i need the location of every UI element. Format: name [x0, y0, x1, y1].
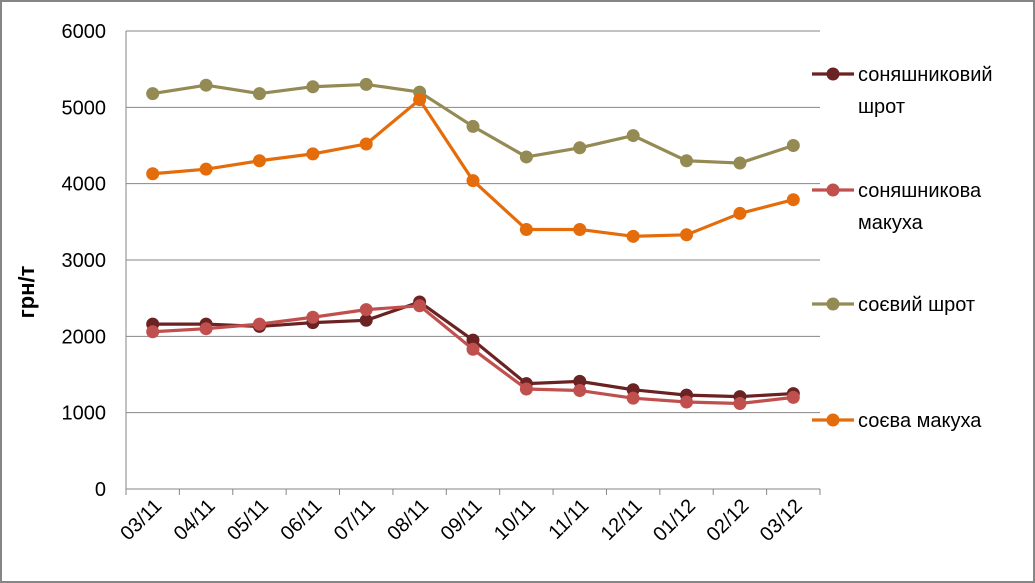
- data-point: [359, 77, 373, 91]
- data-point: [519, 382, 533, 396]
- data-point: [733, 156, 747, 170]
- data-point: [359, 137, 373, 151]
- legend-label: соняшникова: [858, 180, 982, 202]
- data-point: [786, 390, 800, 404]
- y-tick-label: 3000: [62, 250, 107, 272]
- legend-entry-1: соняшниковий шрот: [812, 64, 993, 118]
- data-point: [146, 325, 160, 339]
- y-axis-label: грн/т: [14, 265, 39, 318]
- data-point: [573, 374, 587, 388]
- data-point: [146, 87, 160, 101]
- x-tick-label: 03/11: [116, 495, 166, 545]
- data-point: [519, 150, 533, 164]
- x-tick-label: 12/11: [597, 495, 647, 545]
- data-point: [306, 310, 320, 324]
- legend-swatch-marker: [826, 413, 840, 427]
- data-point: [413, 93, 427, 107]
- legend-label: соєва макуха: [858, 410, 982, 432]
- legend-swatch-marker: [826, 67, 840, 81]
- data-point: [252, 154, 266, 168]
- series-layer: [146, 77, 800, 411]
- data-point: [359, 303, 373, 317]
- data-point: [306, 147, 320, 161]
- data-point: [573, 141, 587, 155]
- x-tick-label: 02/12: [703, 495, 754, 546]
- x-tick-label: 05/11: [223, 495, 273, 545]
- data-point: [199, 162, 213, 176]
- x-tick-label: 08/11: [383, 495, 433, 545]
- data-point: [413, 299, 427, 313]
- y-tick-label: 2000: [62, 326, 107, 348]
- legend-swatch-marker: [826, 183, 840, 197]
- x-tick-label: 11/11: [544, 495, 593, 544]
- legend-swatch-marker: [826, 297, 840, 311]
- y-tick-label: 1000: [62, 403, 107, 425]
- y-tick-label: 0: [95, 479, 106, 501]
- data-point: [680, 228, 694, 242]
- legend-label: макуха: [858, 212, 924, 234]
- y-tick-label: 6000: [62, 21, 107, 43]
- data-point: [680, 154, 694, 168]
- legend-label: шрот: [858, 96, 905, 118]
- data-point: [733, 397, 747, 411]
- x-tick-label: 04/11: [170, 495, 220, 545]
- x-tick-label: 09/11: [437, 495, 487, 545]
- data-point: [733, 206, 747, 220]
- legend-entry-3: соєвий шрот: [812, 294, 975, 316]
- data-point: [199, 78, 213, 92]
- data-point: [252, 87, 266, 101]
- data-point: [359, 313, 373, 327]
- x-tick-label: 10/11: [490, 495, 540, 545]
- data-point: [626, 129, 640, 143]
- legend-entry-4: соєва макуха: [812, 410, 982, 432]
- y-tick-label: 5000: [62, 97, 107, 119]
- data-point: [466, 119, 480, 133]
- data-point: [573, 222, 587, 236]
- data-point: [199, 322, 213, 336]
- x-tick-label: 01/12: [649, 495, 700, 546]
- data-point: [786, 139, 800, 152]
- legend-label: соняшниковий: [858, 64, 993, 86]
- data-point: [466, 342, 480, 356]
- data-point: [519, 222, 533, 236]
- gridlines: [126, 30, 820, 414]
- data-point: [626, 391, 640, 405]
- data-point: [146, 167, 160, 181]
- data-point: [306, 80, 320, 94]
- data-point: [573, 384, 587, 398]
- data-point: [626, 229, 640, 243]
- x-tick-label: 06/11: [276, 495, 326, 545]
- axes: 0 1000 2000 3000 4000 5000 6000 03/11 04/11 05/11…: [62, 21, 821, 546]
- legend-label: соєвий шрот: [858, 294, 975, 316]
- x-tick-label: 03/12: [756, 495, 807, 546]
- legend: соняшниковий шрот соняшникова макуха соєвий …: [812, 64, 993, 432]
- series-4: [146, 93, 800, 243]
- series-2: [146, 299, 800, 411]
- data-point: [252, 317, 266, 331]
- data-point: [786, 193, 800, 207]
- legend-entry-2: соняшникова макуха: [812, 180, 982, 234]
- x-tick-label: 07/11: [330, 495, 380, 545]
- data-point: [466, 174, 480, 188]
- data-point: [466, 333, 480, 347]
- series-3: [146, 77, 800, 170]
- data-point: [680, 395, 694, 409]
- y-tick-label: 4000: [62, 174, 107, 196]
